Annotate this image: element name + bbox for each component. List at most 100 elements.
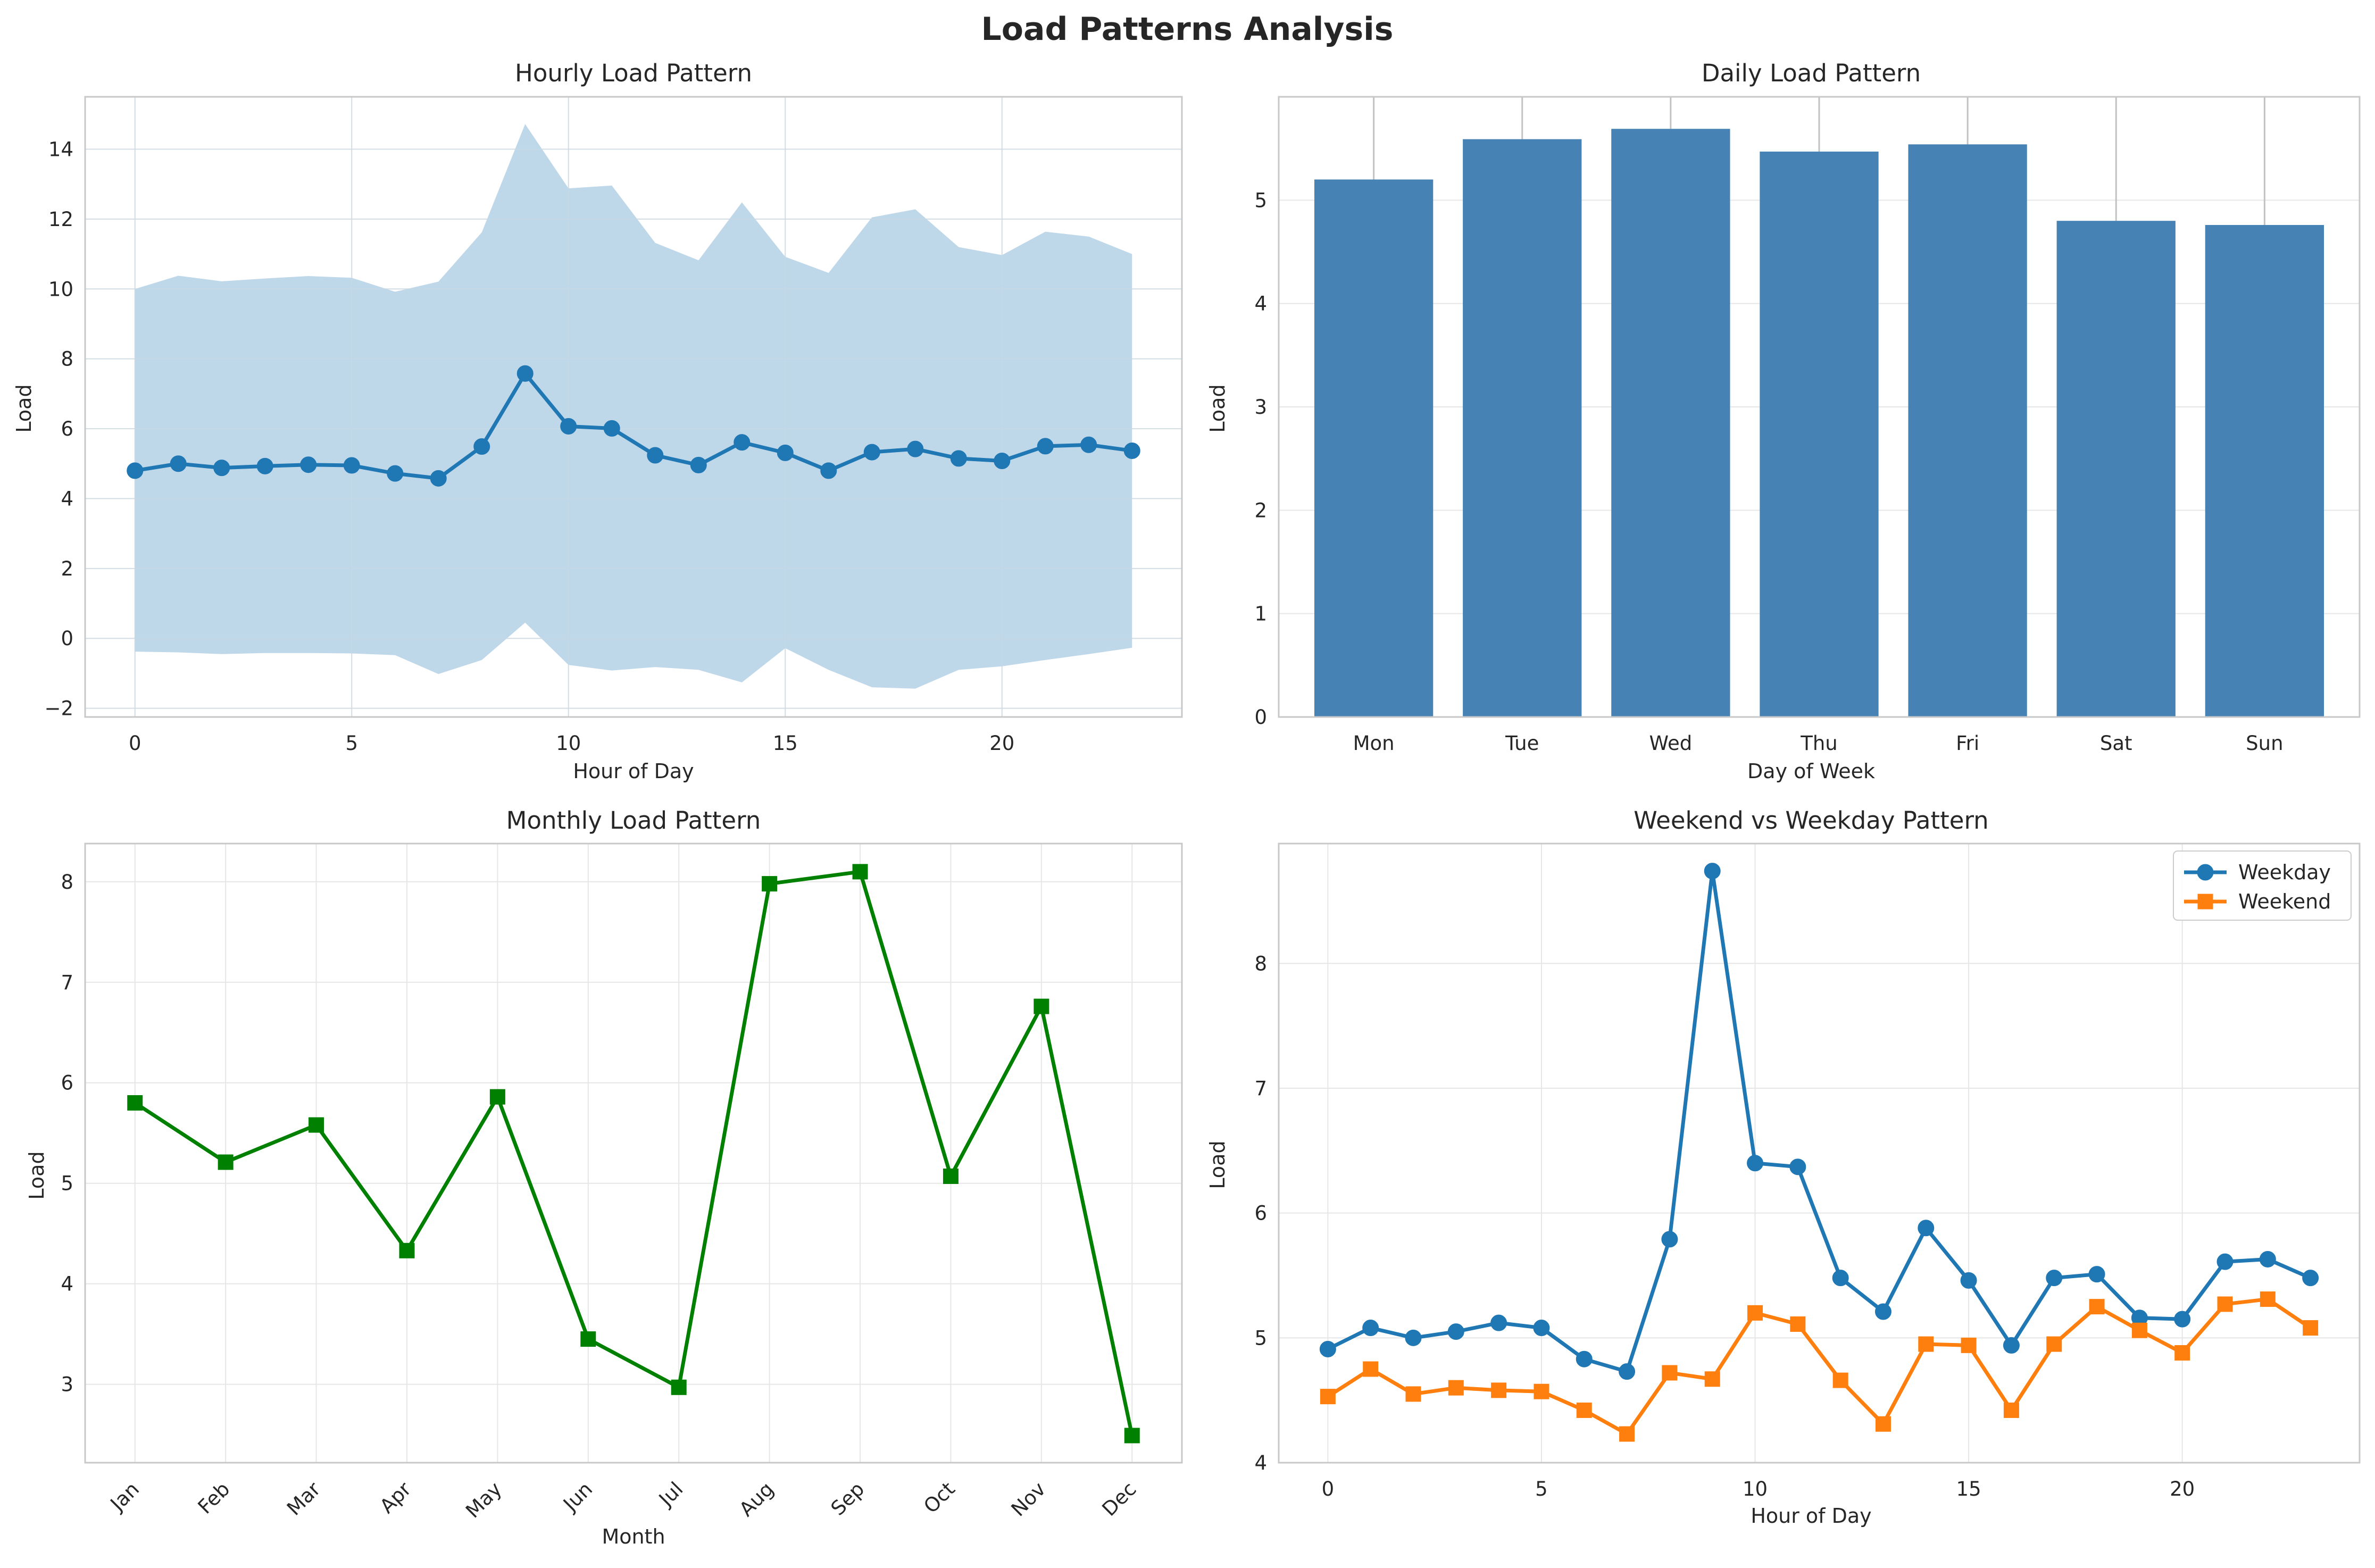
weekday-data-point: [1405, 1329, 1422, 1346]
weekend-y-tick-label: 6: [1254, 1202, 1267, 1225]
weekend-x-tick-label: 20: [2170, 1478, 2195, 1500]
daily-x-tick-label: Mon: [1353, 732, 1395, 755]
weekend-data-point: [2003, 1402, 2019, 1418]
monthly-data-point: [943, 1168, 959, 1184]
monthly-data-point: [762, 876, 778, 892]
weekend-data-point: [1405, 1386, 1421, 1402]
daily-bar-sun: [2205, 224, 2324, 717]
hourly-data-point: [950, 450, 967, 467]
hourly-y-tick-label: −2: [44, 697, 73, 720]
hourly-data-point: [300, 456, 317, 473]
monthly-y-tick-label: 7: [61, 971, 73, 994]
weekend-data-point: [2046, 1336, 2062, 1352]
daily-bar-tue: [1463, 139, 1582, 718]
hourly-plot-frame: [84, 96, 1183, 718]
monthly-data-point: [309, 1117, 324, 1133]
weekend-legend: Weekday Weekend: [2173, 850, 2352, 921]
weekday-data-point: [1789, 1158, 1806, 1175]
weekend-legend-label: Weekend: [2238, 890, 2331, 913]
monthly-y-tick-label: 3: [61, 1373, 73, 1396]
weekend-data-point: [2260, 1291, 2276, 1307]
hourly-y-tick-label: 2: [61, 557, 73, 580]
hourly-data-point: [256, 457, 273, 474]
hourly-std-band: [135, 124, 1132, 689]
hourly-x-axis-label: Hour of Day: [573, 760, 694, 783]
daily-x-tick-label: Wed: [1649, 732, 1693, 755]
monthly-data-point: [1034, 998, 1049, 1014]
hourly-data-point: [473, 438, 490, 455]
weekday-data-point: [1533, 1320, 1550, 1337]
weekend-data-point: [1790, 1316, 1806, 1332]
monthly-data-point: [218, 1154, 234, 1170]
weekend-data-point: [1961, 1337, 1977, 1353]
hourly-data-point: [690, 456, 707, 473]
daily-y-tick-label: 5: [1254, 189, 1267, 212]
daily-x-tick-label: Sat: [2100, 732, 2132, 755]
weekday-data-point: [2003, 1337, 2020, 1354]
monthly-data-point: [399, 1242, 415, 1258]
monthly-plot-frame: [84, 843, 1183, 1464]
weekend-data-point: [1363, 1361, 1379, 1377]
hourly-y-tick-label: 0: [61, 627, 73, 650]
monthly-data-point: [1124, 1428, 1140, 1444]
hourly-y-tick-label: 4: [61, 487, 73, 510]
hourly-y-tick-label: 12: [48, 208, 73, 231]
weekend-y-axis-label: Load: [1206, 1140, 1229, 1189]
hourly-data-point: [560, 418, 577, 435]
hourly-chart-title: Hourly Load Pattern: [515, 59, 752, 87]
weekday-data-point: [1319, 1340, 1336, 1357]
hourly-data-point: [127, 462, 144, 479]
weekend-data-point: [1832, 1372, 1848, 1388]
weekend-data-point: [2174, 1345, 2190, 1361]
weekend-data-point: [1619, 1426, 1635, 1442]
monthly-load-line: [134, 870, 1134, 1436]
monthly-data-point: [489, 1089, 505, 1105]
weekday-data-point: [2088, 1266, 2105, 1283]
weekend-data-point: [1918, 1336, 1934, 1352]
weekend-weekday-chart: Weekend vs Weekday Pattern Hour of Day L…: [1206, 806, 2361, 1528]
weekday-data-point: [1576, 1350, 1593, 1367]
daily-bar-sat: [2056, 221, 2176, 717]
daily-x-axis-label: Day of Week: [1747, 760, 1875, 783]
hourly-data-point: [777, 444, 794, 461]
hourly-data-point: [170, 455, 187, 472]
daily-x-tick-label: Sun: [2246, 732, 2283, 755]
daily-bar-fri: [1908, 144, 2027, 718]
weekend-x-tick-label: 5: [1535, 1478, 1548, 1500]
weekend-data-point: [1662, 1365, 1678, 1381]
weekend-data-point: [1320, 1389, 1336, 1405]
weekday-data-point: [1704, 863, 1721, 880]
hourly-x-tick-label: 10: [556, 732, 581, 755]
hourly-data-point: [820, 462, 837, 479]
weekday-data-point: [1918, 1220, 1935, 1237]
hourly-data-point: [734, 434, 751, 451]
daily-bar-thu: [1760, 151, 1879, 717]
daily-x-tick-label: Tue: [1505, 732, 1539, 755]
monthly-y-tick-label: 6: [61, 1072, 73, 1095]
weekend-x-tick-label: 0: [1322, 1478, 1335, 1500]
weekend-x-tick-label: 10: [1743, 1478, 1768, 1500]
weekday-data-point: [1832, 1270, 1849, 1287]
hourly-x-tick-label: 0: [129, 732, 141, 755]
weekend-x-tick-label: 15: [1956, 1478, 1981, 1500]
hourly-data-point: [907, 440, 924, 457]
weekday-data-point: [2046, 1270, 2063, 1287]
weekday-legend-label: Weekday: [2238, 861, 2331, 884]
hourly-data-point: [1123, 442, 1140, 459]
weekday-data-point: [2302, 1270, 2319, 1287]
figure-title: Load Patterns Analysis: [981, 11, 1394, 48]
monthly-data-point: [852, 864, 868, 880]
weekday-data-point: [1619, 1363, 1636, 1380]
hourly-data-point: [343, 457, 360, 474]
hourly-data-point: [516, 365, 534, 382]
daily-x-tick-label: Fri: [1956, 732, 1979, 755]
weekday-data-point: [2174, 1311, 2191, 1328]
hourly-data-point: [213, 460, 230, 477]
weekend-chart-title: Weekend vs Weekday Pattern: [1634, 806, 1988, 835]
monthly-y-axis-label: Load: [25, 1151, 48, 1199]
daily-bar-mon: [1314, 179, 1434, 717]
hourly-data-point: [994, 452, 1011, 469]
hourly-data-point: [430, 470, 447, 487]
hourly-data-point: [647, 447, 664, 464]
daily-x-tick-label: Thu: [1800, 732, 1838, 755]
